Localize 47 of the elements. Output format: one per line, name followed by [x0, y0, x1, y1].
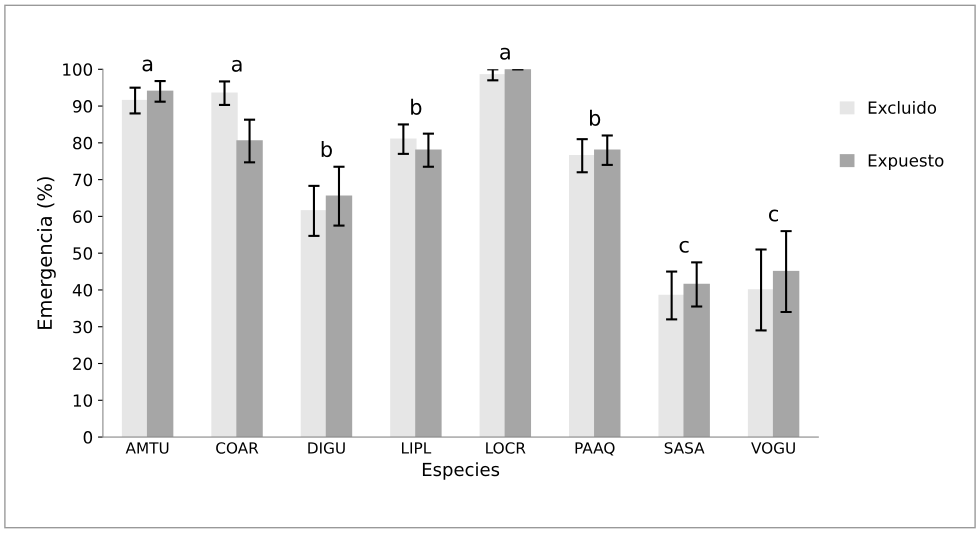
bar — [480, 74, 506, 438]
x-tick-label: LIPL — [402, 442, 432, 454]
bar — [211, 92, 238, 438]
annotation: a — [142, 60, 152, 72]
y-tick-label: 20 — [73, 357, 92, 370]
y-tick-label: 100 — [63, 63, 92, 76]
bar — [772, 270, 800, 438]
annotation: c — [680, 240, 689, 253]
y-axis-title: Emergencia (%) — [36, 177, 56, 329]
x-tick-label: VOGU — [751, 442, 795, 454]
bar — [390, 138, 417, 438]
legend-label: Expuesto — [868, 154, 944, 170]
bar — [504, 69, 532, 438]
bar — [683, 284, 710, 438]
x-tick-label: COAR — [216, 442, 258, 454]
x-tick-label: PAAQ — [576, 442, 615, 456]
annotation: b — [411, 98, 422, 115]
y-tick-label: 90 — [73, 100, 92, 113]
annotation: a — [232, 60, 242, 72]
annotation: c — [769, 210, 778, 222]
bar — [415, 150, 442, 438]
y-tick-label: 0 — [84, 431, 92, 444]
x-axis-title: Especies — [422, 462, 500, 480]
y-tick-label: 40 — [72, 284, 92, 297]
y-tick-label: 50 — [73, 247, 92, 260]
y-tick-label: 60 — [73, 210, 92, 223]
bar — [146, 90, 174, 438]
bar — [748, 289, 774, 438]
bar — [300, 210, 328, 438]
y-tick-label: 80 — [73, 136, 92, 150]
bar — [236, 140, 263, 438]
bar — [326, 195, 352, 438]
y-tick-label: 30 — [73, 320, 92, 334]
y-tick-label: 10 — [74, 394, 92, 407]
bar — [658, 294, 685, 438]
bar — [594, 150, 620, 438]
bar — [122, 100, 148, 438]
x-tick-label: AMTU — [126, 442, 168, 454]
y-tick-label: 70 — [73, 174, 92, 186]
legend-label: Excluido — [868, 101, 936, 114]
x-tick-label: SASA — [664, 442, 704, 454]
text: a — [500, 48, 510, 60]
annotation: b — [322, 141, 332, 158]
annotation: b — [590, 110, 600, 126]
x-tick-label: DIGU — [308, 442, 345, 454]
bar — [569, 155, 596, 438]
x-tick-label: LOCR — [486, 442, 526, 454]
